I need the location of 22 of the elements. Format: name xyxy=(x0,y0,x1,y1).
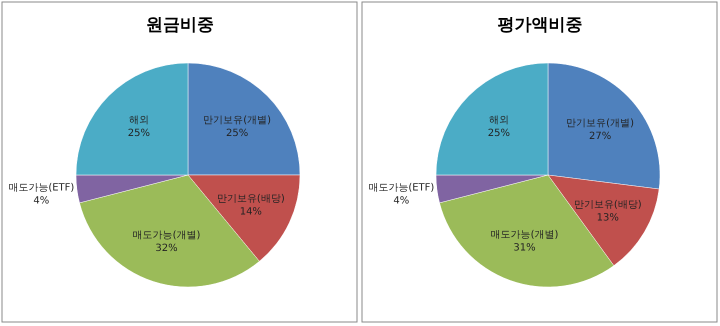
slice-label: 해외 xyxy=(128,114,149,126)
data-label: 32% xyxy=(155,243,178,254)
data-label: 25% xyxy=(488,128,510,139)
data-label: 27% xyxy=(588,131,612,142)
data-label: 4% xyxy=(33,196,50,207)
data-label: 25% xyxy=(226,128,248,139)
slice-label: 매도가능(ETF) xyxy=(368,182,434,194)
data-label: 14% xyxy=(240,206,262,218)
data-label: 25% xyxy=(128,128,150,139)
slice-label: 매도가능(ETF) xyxy=(8,182,74,194)
slice-label: 매도가능(개별) xyxy=(132,230,201,242)
slice-label: 만기보유(배당) xyxy=(216,194,285,205)
slice-label: 만기보유(배당) xyxy=(574,199,642,210)
data-label: 31% xyxy=(513,242,536,254)
data-label: 4% xyxy=(393,196,410,207)
chart-title: 원금비중 xyxy=(146,15,214,35)
data-label: 13% xyxy=(596,212,619,224)
slice-label: 해외 xyxy=(488,114,509,126)
chart-title: 평가액비중 xyxy=(498,15,582,35)
slice-label: 만기보유(개별) xyxy=(203,114,272,126)
slice-label: 매도가능(개별) xyxy=(490,229,558,240)
slice-label: 만기보유(개별) xyxy=(566,118,634,130)
